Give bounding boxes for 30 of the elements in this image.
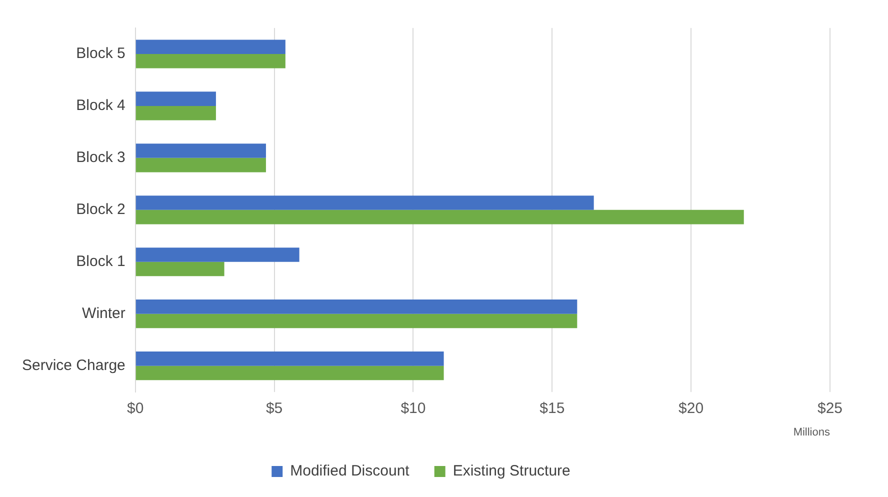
x-tick-label: $5	[266, 400, 283, 417]
bar	[136, 314, 578, 328]
legend-label: Existing Structure	[452, 462, 570, 480]
bar	[136, 92, 216, 106]
x-tick-label: $15	[540, 400, 565, 417]
y-tick-label: Winter	[82, 304, 126, 322]
bar	[136, 300, 578, 314]
y-tick-label: Block 4	[76, 97, 126, 114]
bar	[136, 248, 300, 262]
x-tick-label: $0	[127, 400, 144, 417]
bar	[136, 352, 444, 366]
x-tick-label: $10	[400, 400, 426, 417]
bar	[136, 144, 266, 158]
y-tick-label: Block 3	[76, 149, 126, 166]
legend-label: Modified Discount	[290, 462, 410, 480]
x-axis-title: Millions	[793, 426, 830, 438]
bar	[136, 196, 594, 210]
bar	[136, 366, 444, 380]
x-tick-label: $25	[817, 400, 843, 417]
bar	[136, 158, 266, 172]
x-tick-label: $20	[678, 400, 704, 417]
bar	[136, 210, 744, 224]
bar	[136, 54, 286, 68]
bar	[136, 106, 216, 120]
y-tick-label: Block 1	[76, 253, 126, 270]
y-tick-label: Service Charge	[22, 356, 126, 374]
bar	[136, 262, 224, 276]
y-tick-label: Block 2	[76, 201, 126, 218]
bar	[136, 40, 286, 54]
y-tick-label: Block 5	[76, 45, 126, 62]
